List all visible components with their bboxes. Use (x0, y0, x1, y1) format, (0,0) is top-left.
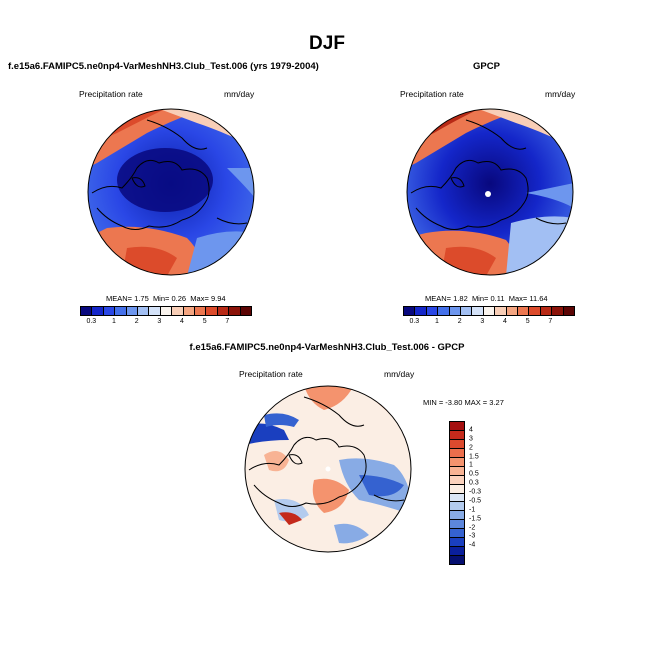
colorbar-swatch-15 (450, 556, 464, 564)
colorbar-swatch-13 (552, 307, 564, 315)
colorbar-swatch-8 (450, 493, 464, 503)
colorbar-swatch-1 (92, 307, 104, 315)
model-polar-map (87, 108, 255, 276)
colorbar-swatch-6 (450, 475, 464, 485)
colorbar-swatch-0 (81, 307, 93, 315)
obs-polar-map (406, 108, 574, 276)
colorbar-swatch-12 (217, 307, 230, 315)
diff-minmax: MIN = -3.80 MAX = 3.27 (423, 398, 504, 407)
colorbar-swatch-0 (404, 307, 416, 315)
model-stats: MEAN= 1.75 Min= 0.26 Max= 9.94 (106, 294, 226, 303)
colorbar-tick-label: -1 (469, 506, 476, 514)
colorbar-swatch-2 (450, 439, 464, 449)
colorbar-tick-label: 0.3 (86, 318, 97, 325)
colorbar-tick-label: 1 (112, 318, 116, 325)
colorbar-swatch-5 (461, 307, 473, 315)
colorbar-swatch-11 (450, 520, 464, 530)
colorbar-tick-label: 1 (469, 461, 473, 469)
colorbar-tick-label: -3 (469, 532, 476, 540)
diff-panel-title: f.e15a6.FAMIPC5.ne0np4-VarMeshNH3.Club_T… (189, 342, 465, 353)
colorbar-tick-label: 4 (180, 318, 184, 325)
colorbar-tick-label: 1.5 (469, 453, 479, 460)
colorbar-swatch-0 (450, 422, 464, 431)
colorbar-swatch-13 (229, 307, 241, 315)
colorbar-swatch-1 (450, 430, 464, 440)
colorbar-swatch-7 (450, 484, 464, 494)
colorbar-tick-label: 4 (469, 426, 473, 434)
colorbar-tick-label: -0.3 (469, 488, 482, 496)
colorbar-swatch-4 (449, 307, 462, 315)
colorbar-swatch-11 (529, 307, 541, 315)
colorbar-swatch-10 (450, 511, 464, 521)
colorbar-swatch-6 (149, 307, 161, 315)
colorbar-tick-label: 0.3 (469, 479, 479, 487)
colorbar-swatch-14 (240, 307, 252, 315)
model-variable-label: Precipitation rate (79, 89, 143, 99)
colorbar-tick-label: 3 (469, 435, 473, 443)
colorbar-swatch-3 (438, 307, 450, 315)
diff-variable-label: Precipitation rate (239, 369, 303, 379)
colorbar-swatch-12 (540, 307, 553, 315)
diff-polar-map (244, 385, 412, 553)
colorbar-tick-label: 7 (548, 318, 553, 325)
colorbar-tick-label: 0.3 (409, 318, 420, 325)
colorbar-tick-label: 3 (480, 318, 485, 325)
diff-colorbar (449, 421, 465, 565)
colorbar-swatch-3 (450, 448, 464, 458)
colorbar-swatch-5 (138, 307, 150, 315)
obs-panel-title: GPCP (473, 61, 500, 72)
colorbar-swatch-6 (472, 307, 484, 315)
colorbar-swatch-11 (206, 307, 218, 315)
colorbar-swatch-10 (195, 307, 207, 315)
colorbar-tick-label: -2 (469, 524, 476, 531)
diff-units-label: mm/day (384, 369, 415, 379)
colorbar-swatch-7 (160, 307, 173, 315)
colorbar-tick-label: 3 (157, 318, 162, 325)
colorbar-swatch-2 (103, 307, 116, 315)
colorbar-swatch-12 (450, 529, 464, 539)
colorbar-swatch-4 (450, 457, 464, 467)
obs-variable-label: Precipitation rate (400, 89, 464, 99)
colorbar-swatch-9 (450, 502, 464, 512)
colorbar-tick-label: 2 (469, 444, 473, 452)
colorbar-swatch-3 (115, 307, 127, 315)
colorbar-swatch-14 (563, 307, 575, 315)
colorbar-swatch-5 (450, 466, 464, 476)
obs-units-label: mm/day (545, 89, 576, 99)
colorbar-swatch-4 (126, 307, 139, 315)
colorbar-tick-label: 0.5 (469, 470, 479, 478)
colorbar-tick-label: 5 (525, 318, 530, 325)
colorbar-swatch-8 (172, 307, 184, 315)
colorbar-swatch-2 (426, 307, 439, 315)
colorbar-tick-label: 7 (225, 318, 230, 325)
model-colorbar (80, 306, 252, 316)
model-panel-title: f.e15a6.FAMIPC5.ne0np4-VarMeshNH3.Club_T… (8, 61, 319, 72)
colorbar-tick-label: 4 (503, 318, 507, 325)
colorbar-swatch-13 (450, 538, 464, 548)
colorbar-tick-label: 2 (457, 318, 462, 325)
colorbar-tick-label: 2 (134, 318, 139, 325)
model-units-label: mm/day (224, 89, 255, 99)
colorbar-swatch-1 (415, 307, 427, 315)
obs-stats: MEAN= 1.82 Min= 0.11 Max= 11.64 (425, 294, 548, 303)
colorbar-tick-label: -1.5 (469, 515, 482, 523)
figure-title: DJF (309, 33, 345, 54)
colorbar-swatch-14 (450, 547, 464, 557)
colorbar-tick-label: -4 (469, 541, 476, 549)
obs-colorbar (403, 306, 575, 316)
colorbar-swatch-9 (506, 307, 519, 315)
colorbar-tick-label: 5 (202, 318, 207, 325)
colorbar-swatch-10 (518, 307, 530, 315)
colorbar-tick-label: 1 (435, 318, 439, 325)
colorbar-tick-label: -0.5 (469, 497, 482, 505)
colorbar-swatch-9 (183, 307, 196, 315)
colorbar-swatch-7 (483, 307, 496, 315)
colorbar-swatch-8 (495, 307, 507, 315)
